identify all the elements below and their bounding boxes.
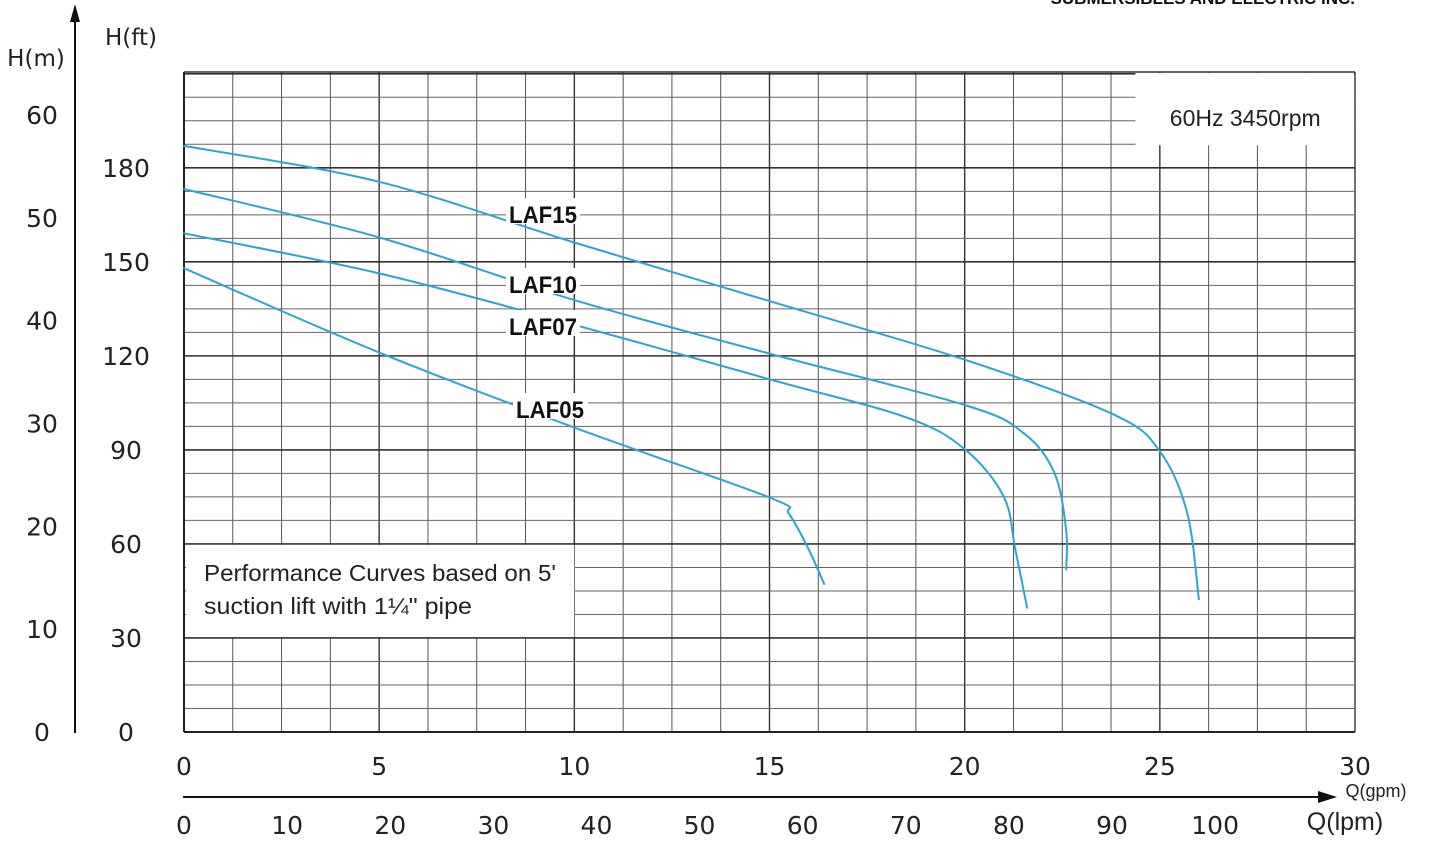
- speed-label-box: [1135, 73, 1354, 146]
- y-tick-m: 20: [26, 512, 58, 541]
- x-axis-gpm-label: Q(gpm): [1345, 781, 1406, 801]
- curve-label-bg: [513, 393, 588, 419]
- y-tick-ft: 120: [102, 342, 150, 371]
- y-tick-ft: 30: [110, 624, 142, 653]
- x-tick-lpm: 90: [1096, 811, 1128, 840]
- y-tick-m: 60: [26, 101, 58, 130]
- x-tick-lpm: 40: [581, 811, 613, 840]
- x-tick-gpm: 20: [949, 752, 981, 781]
- curve-label-laf05: LAF05: [516, 397, 584, 424]
- y-tick-m: 30: [26, 410, 58, 439]
- x-tick-gpm: 25: [1144, 752, 1176, 781]
- x-tick-lpm: 60: [787, 811, 819, 840]
- note-line: Performance Curves based on 5': [204, 560, 556, 586]
- x-tick-gpm: 5: [371, 752, 387, 781]
- curve-label-laf15: LAF15: [509, 202, 577, 229]
- curve-laf15: [183, 144, 1200, 601]
- curve-label-bg: [506, 198, 580, 224]
- y-tick-ft: 180: [102, 154, 150, 183]
- x-tick-gpm: 0: [176, 752, 192, 781]
- curve-label-laf10: LAF10: [509, 272, 577, 299]
- curve-laf10: [183, 188, 1069, 571]
- curve-label-bg: [506, 268, 580, 294]
- x-tick-lpm: 30: [477, 811, 509, 840]
- curve-label-bg: [506, 310, 580, 336]
- note-line: suction lift with 1¼" pipe: [204, 593, 472, 619]
- speed-label: 60Hz 3450rpm: [1170, 105, 1321, 131]
- x-tick-lpm: 100: [1191, 811, 1239, 840]
- x-tick-lpm: 10: [271, 811, 303, 840]
- x-axis-lpm-label: Q(lpm): [1307, 808, 1383, 836]
- x-tick-gpm: 30: [1339, 752, 1371, 781]
- y-tick-m: 0: [34, 718, 50, 747]
- x-tick-lpm: 80: [993, 811, 1025, 840]
- y-tick-ft: 60: [110, 530, 142, 559]
- y-tick-ft: 0: [118, 718, 134, 747]
- brand-text: SUBMERSIBLES AND ELECTRIC INC.: [1051, 0, 1355, 8]
- note-box: [186, 544, 575, 637]
- y-axis-m-label: H(m): [7, 46, 65, 72]
- x-tick-lpm: 20: [374, 811, 406, 840]
- y-tick-ft: 90: [110, 436, 142, 465]
- x-tick-gpm: 10: [558, 752, 590, 781]
- y-tick-ft: 150: [102, 248, 150, 277]
- y-tick-m: 10: [26, 615, 58, 644]
- curve-laf07: [183, 232, 1029, 609]
- x-tick-lpm: 0: [176, 811, 192, 840]
- y-axis-m-arrow-icon: [70, 4, 80, 22]
- x-tick-lpm: 70: [890, 811, 922, 840]
- curve-label-laf07: LAF07: [509, 314, 577, 341]
- y-tick-m: 40: [26, 307, 58, 336]
- x-tick-gpm: 15: [754, 752, 786, 781]
- x-axis-arrow-icon: [1318, 791, 1337, 803]
- curve-laf05: [183, 267, 826, 585]
- x-tick-lpm: 50: [684, 811, 716, 840]
- y-tick-m: 50: [26, 204, 58, 233]
- y-axis-ft-label: H(ft): [105, 25, 157, 51]
- curves: [183, 144, 1200, 609]
